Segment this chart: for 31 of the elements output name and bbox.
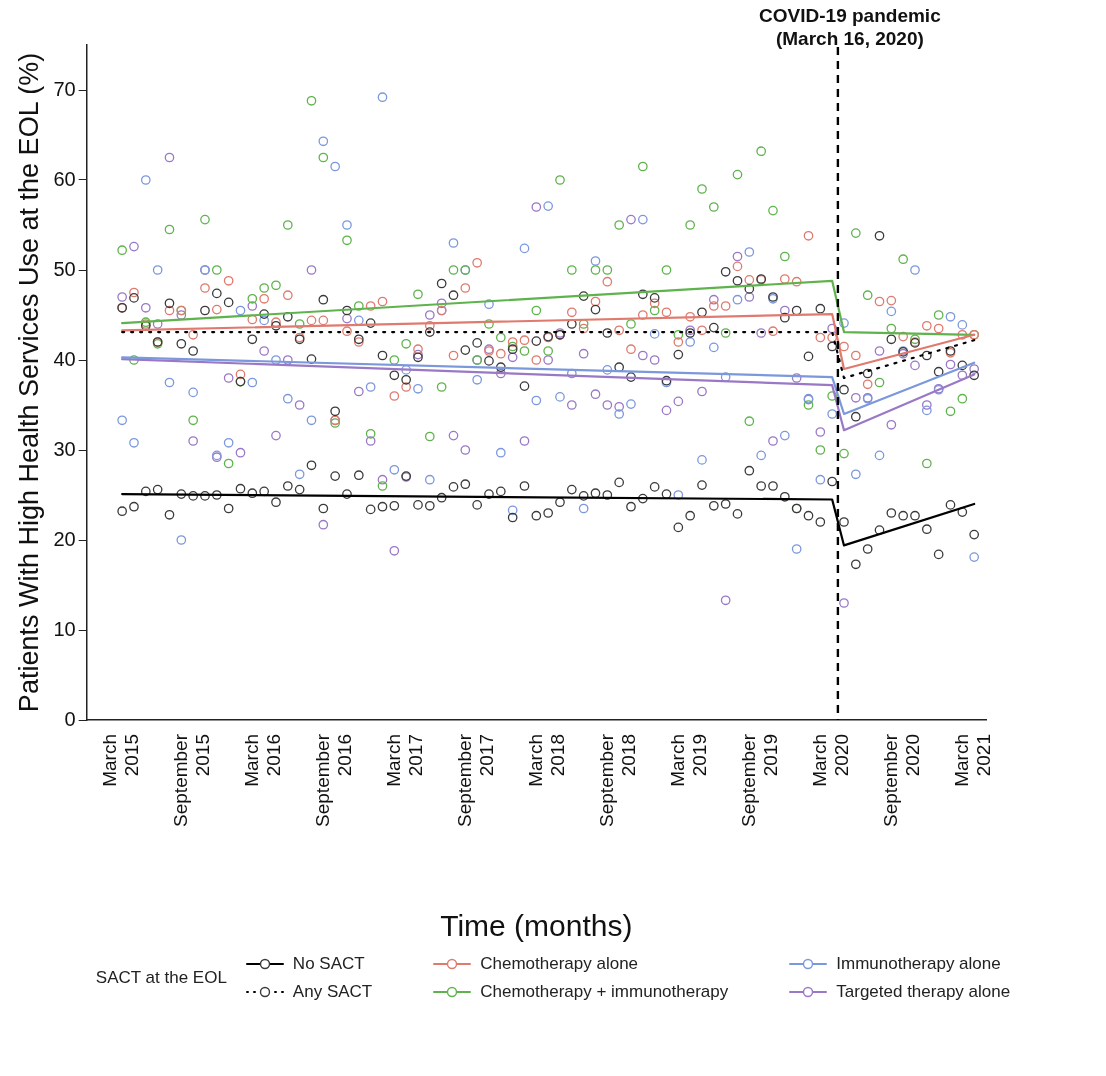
y-tick-label: 40 [53,347,76,370]
y-tick-label: 60 [53,167,76,190]
legend-label: No SACT [292,954,365,974]
x-tick-label: September 2020 [880,733,924,827]
y-tick-label: 10 [53,617,76,640]
y-tick-label: 20 [53,527,76,550]
x-axis-title: Time (months) [440,909,633,943]
x-tick-label: September 2018 [596,733,640,827]
x-tick-label: March 2017 [383,734,427,787]
x-tick-label: September 2015 [170,733,214,827]
y-tick-label: 50 [53,257,76,280]
x-tick-label: March 2016 [241,734,285,787]
legend-label: Any SACT [292,982,373,1002]
y-tick-label: 70 [53,77,76,100]
legend-label: Targeted therapy alone [836,982,1011,1002]
y-tick-label: 0 [64,707,76,730]
x-tick-label: March 2020 [809,734,853,787]
x-tick-label: March 2019 [667,734,711,787]
x-tick-label: September 2016 [312,733,356,827]
x-tick-label: September 2017 [454,733,498,827]
x-tick-label: March 2015 [99,734,143,787]
y-axis-title: Patients With High Health Services Use at the EOL (%) [13,52,44,713]
x-tick-label: March 2021 [951,734,995,787]
ref-line-label: COVID-19 pandemic (March 16, 2020) [759,5,942,49]
legend-label: Chemotherapy alone [480,954,639,974]
x-tick-label: September 2019 [738,733,782,827]
x-tick-label: March 2018 [525,734,569,787]
legend-title: SACT at the EOL [95,968,227,988]
legend-label: Chemotherapy + immunotherapy [480,982,729,1002]
y-tick-label: 30 [53,437,76,460]
legend-label: Immunotherapy alone [836,954,1001,974]
